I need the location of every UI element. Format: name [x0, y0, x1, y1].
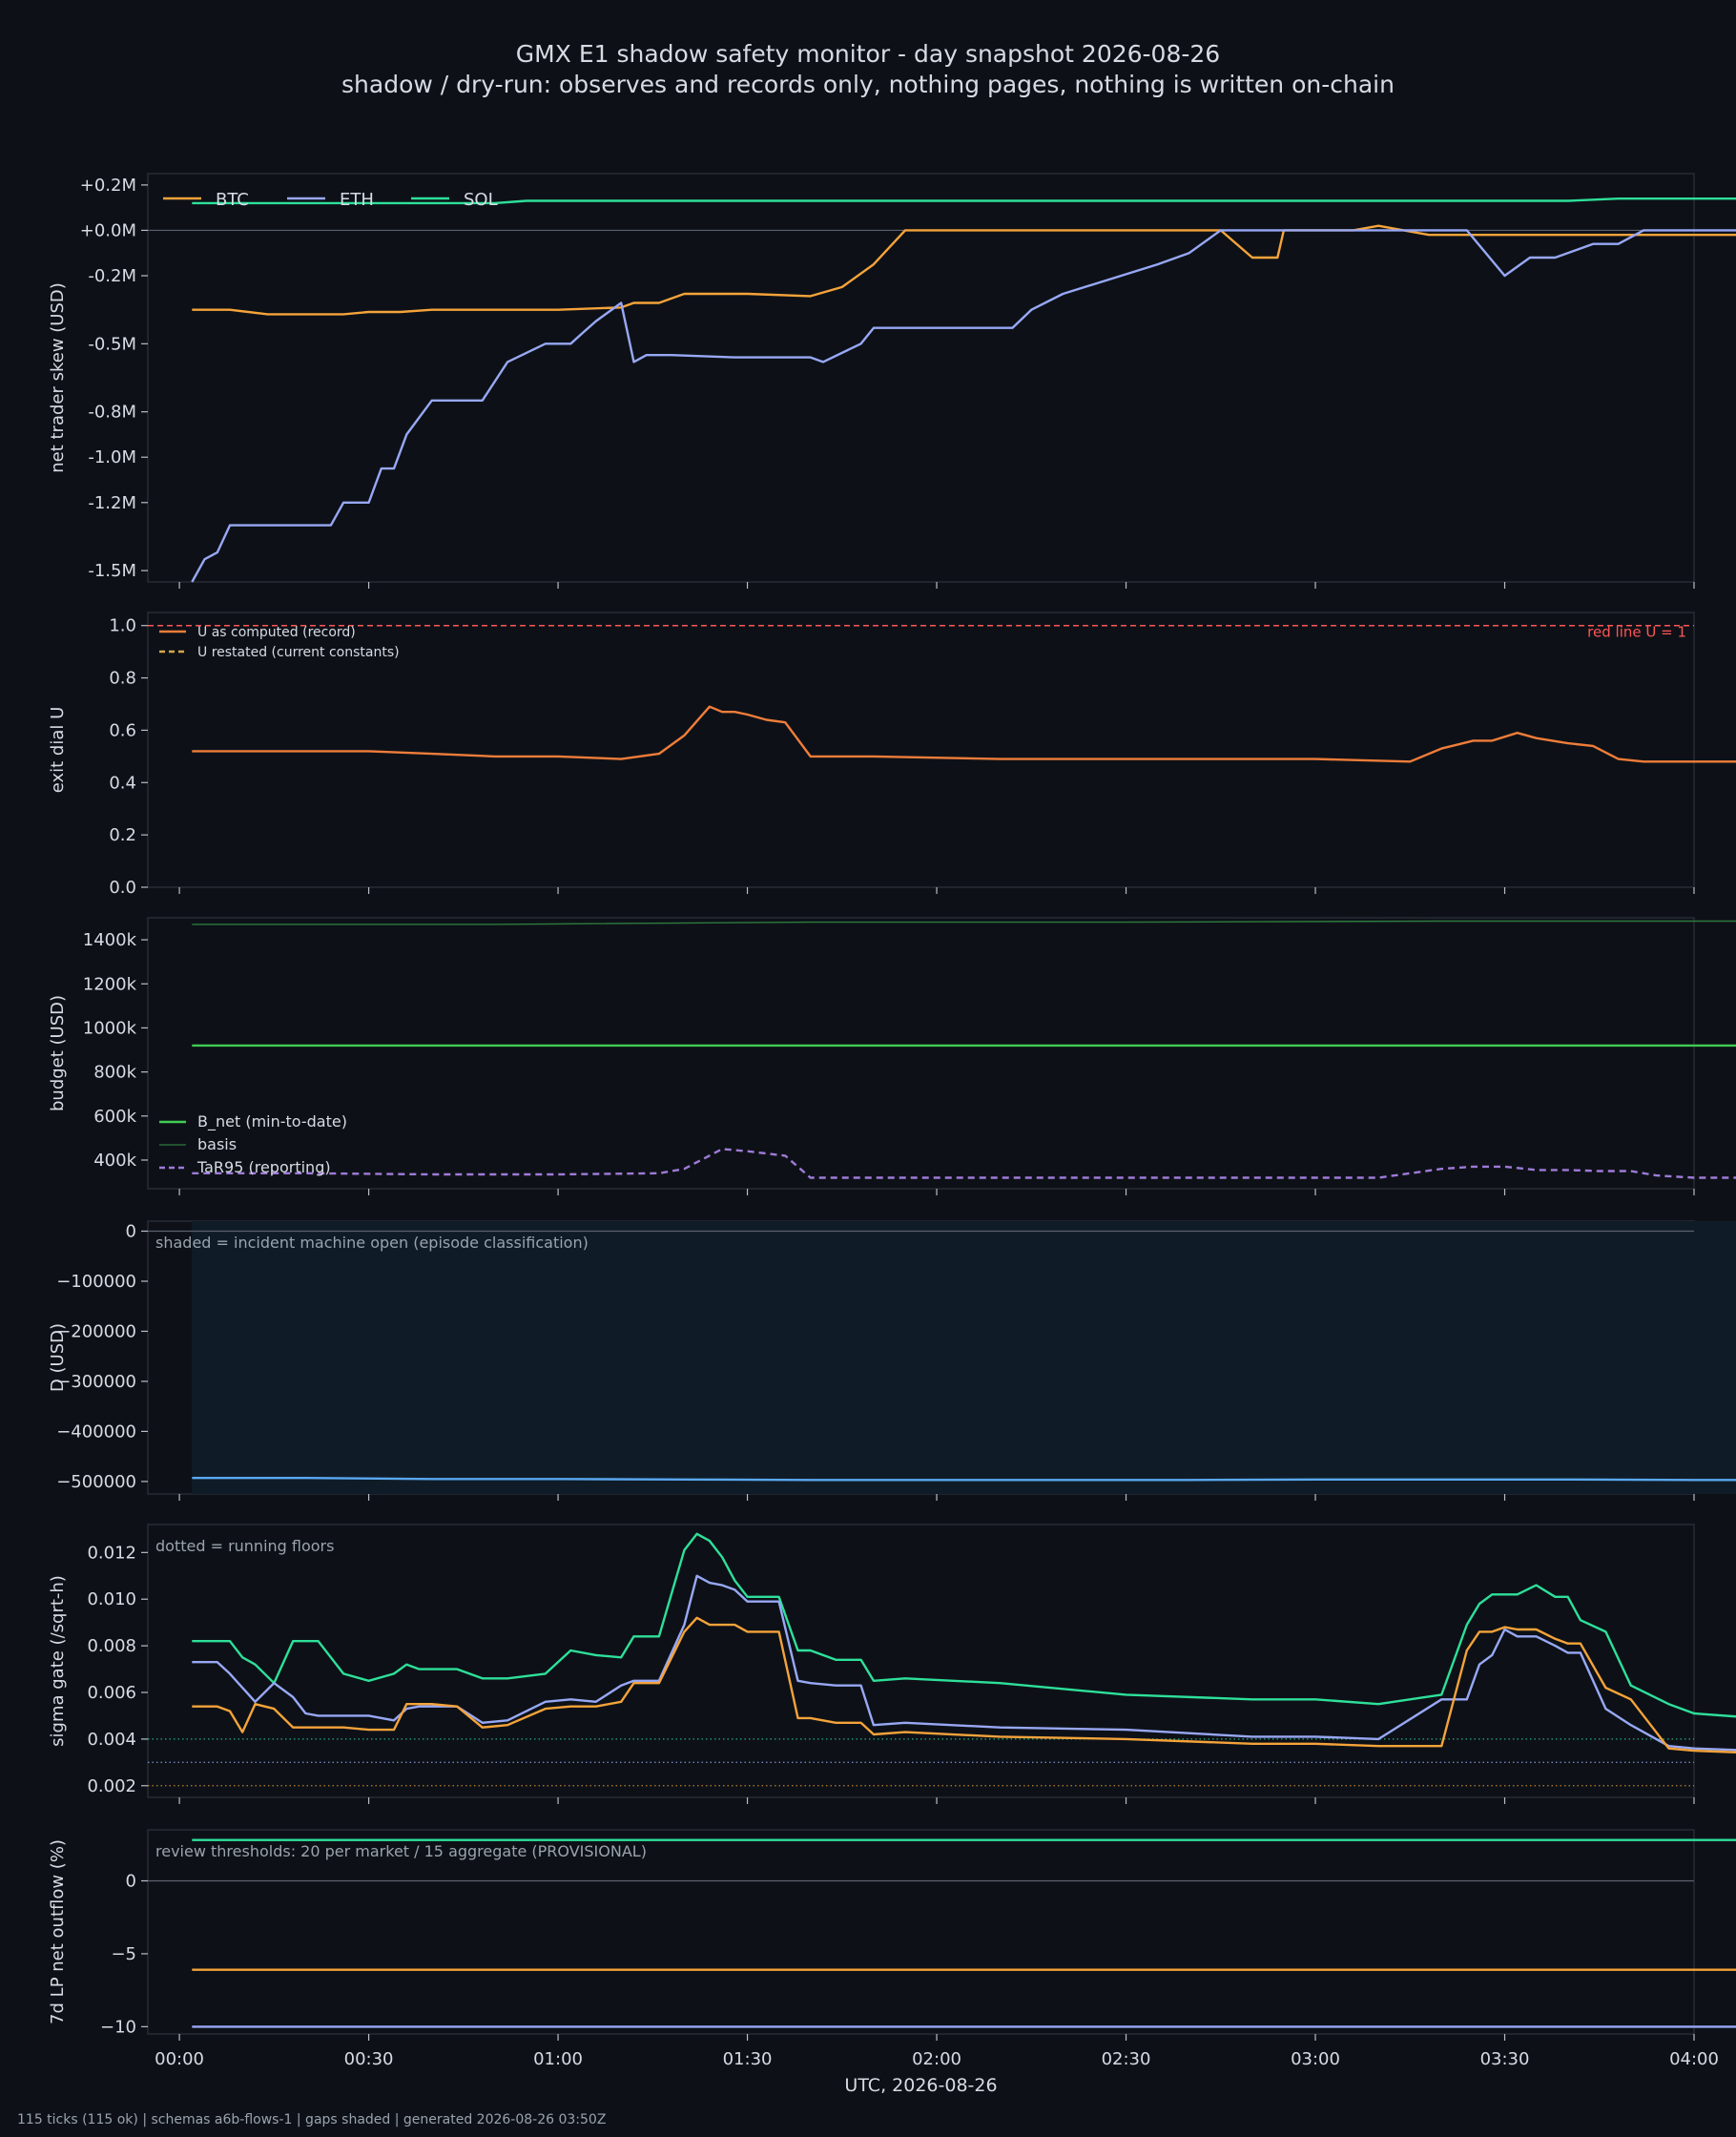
y-tick-label: −100000: [56, 1272, 136, 1292]
x-tick-label: 04:00: [1669, 2049, 1719, 2069]
y-tick-label: +0.2M: [80, 176, 136, 196]
y-tick-label: 0.0: [109, 878, 136, 898]
page-title: GMX E1 shadow safety monitor - day snaps…: [515, 40, 1221, 68]
y-tick-label: -1.2M: [88, 493, 136, 513]
y-tick-label: 0.004: [87, 1730, 136, 1750]
legend-label: B_net (min-to-date): [197, 1112, 347, 1131]
panel-frame: [147, 173, 1695, 583]
y-tick-label: 0: [126, 1872, 136, 1892]
x-tick-label: 02:00: [912, 2049, 961, 2069]
y-tick-label: 0.8: [109, 669, 136, 689]
panel-frame: [147, 1524, 1695, 1798]
panel-annotation: shaded = incident machine open (episode …: [155, 1234, 589, 1252]
y-tick-label: 0: [126, 1221, 136, 1241]
y-tick-label: −500000: [56, 1472, 136, 1492]
y-tick-label: −5: [111, 1944, 136, 1964]
footer-status: 115 ticks (115 ok) | schemas a6b-flows-1…: [17, 2112, 607, 2127]
panel-budget: 400k 600k 800k 1000k 1200k 1400k budget (USD) B…: [48, 917, 1736, 1195]
legend-label: TaR95 (reporting): [196, 1158, 331, 1176]
panel-frame: [147, 917, 1695, 1190]
x-tick-label: 01:00: [533, 2049, 583, 2069]
y-axis-label: exit dial U: [48, 707, 68, 794]
y-tick-label: 0.002: [87, 1776, 136, 1796]
y-tick-label: 0.006: [87, 1683, 136, 1703]
legend-label: basis: [197, 1135, 237, 1153]
y-tick-label: -0.8M: [88, 403, 136, 423]
y-axis-label: D (USD): [48, 1323, 68, 1392]
x-tick-label: 00:30: [344, 2049, 394, 2069]
x-tick-label: 02:30: [1102, 2049, 1151, 2069]
y-tick-label: -0.2M: [88, 266, 136, 286]
y-axis-label: budget (USD): [48, 995, 68, 1111]
y-tick-label: 1200k: [83, 974, 137, 994]
legend-label: SOL: [464, 190, 498, 210]
panel-lp-outflow: 0 −5 −10 7d LP net outflow (%) review thresh…: [48, 1829, 1736, 2041]
y-tick-label: 0.4: [109, 773, 136, 793]
legend-label: U restated (current constants): [197, 645, 400, 660]
series-line-eth: [192, 1574, 1736, 1752]
legend: U as computed (record) U restated (curren…: [159, 625, 400, 660]
y-tick-label: 400k: [93, 1151, 136, 1171]
legend: BTC ETH SOL: [163, 190, 498, 210]
panel-sigma-gate: 0.002 0.004 0.006 0.008 0.010 0.012 sigma gate…: [48, 1524, 1736, 1804]
series-line-sol: [192, 1532, 1736, 1718]
y-tick-label: −200000: [56, 1321, 136, 1341]
y-tick-label: -0.5M: [88, 334, 136, 354]
y-tick-label: -1.5M: [88, 561, 136, 581]
series-line-btc: [192, 224, 1736, 316]
series-line-tar95-reporting-: [192, 1148, 1736, 1179]
legend-label: ETH: [340, 190, 374, 210]
y-tick-label: +0.0M: [80, 220, 136, 240]
y-axis-label: net trader skew (USD): [48, 282, 68, 473]
y-tick-label: 0.010: [87, 1589, 136, 1609]
y-tick-label: 800k: [93, 1063, 136, 1083]
series-line-sol: [192, 197, 1736, 205]
legend-label: BTC: [216, 190, 249, 210]
x-tick-label: 03:30: [1480, 2049, 1530, 2069]
y-tick-label: -1.0M: [88, 447, 136, 467]
y-tick-label: 600k: [93, 1107, 136, 1127]
y-tick-label: −400000: [56, 1421, 136, 1442]
panel-annotation: dotted = running floors: [155, 1537, 334, 1555]
y-tick-label: 0.2: [109, 825, 136, 845]
y-axis-label: sigma gate (/sqrt-h): [48, 1575, 68, 1747]
x-axis-label: UTC, 2026-08-26: [844, 2075, 997, 2096]
y-tick-label: 0.012: [87, 1543, 136, 1563]
panel-drawdown: 0 −100000 −200000 −300000 −400000 −500000 D (U…: [48, 1220, 1736, 1501]
series-line-basis: [192, 920, 1736, 925]
y-tick-label: 1400k: [83, 930, 137, 950]
panel-exit-dial: red line U = 1 0.0 0.2 0.4 0.6 0.8 1.0 exit dia…: [48, 612, 1736, 898]
legend-label: U as computed (record): [197, 625, 356, 640]
y-axis-label: 7d LP net outflow (%): [48, 1839, 68, 2024]
panel-skew: +0.2M +0.0M -0.2M -0.5M -0.8M -1.0M -1.2M -1.5M…: [48, 173, 1736, 589]
y-tick-label: 0.008: [87, 1636, 136, 1656]
series-line-eth: [191, 229, 1736, 583]
series-line-u-as-computed-record-: [192, 705, 1736, 763]
y-tick-label: 1.0: [109, 616, 136, 636]
x-tick-label: 03:00: [1291, 2049, 1340, 2069]
incident-shading: [192, 1221, 1736, 1494]
panel-annotation: review thresholds: 20 per market / 15 ag…: [155, 1842, 647, 1860]
page-subtitle: shadow / dry-run: observes and records o…: [341, 71, 1395, 98]
panel-frame: [147, 1829, 1695, 2035]
y-tick-label: −10: [100, 2017, 136, 2037]
threshold-label: red line U = 1: [1587, 624, 1686, 641]
series-line-btc: [192, 1616, 1736, 1753]
series-line-d: [192, 1477, 1736, 1482]
y-tick-label: −300000: [56, 1372, 136, 1392]
y-tick-label: 1000k: [83, 1018, 137, 1038]
y-tick-label: 0.6: [109, 720, 136, 740]
legend: B_net (min-to-date) basis TaR95 (reporting…: [159, 1112, 347, 1176]
x-tick-label: 01:30: [723, 2049, 773, 2069]
x-tick-label: 00:00: [155, 2049, 204, 2069]
